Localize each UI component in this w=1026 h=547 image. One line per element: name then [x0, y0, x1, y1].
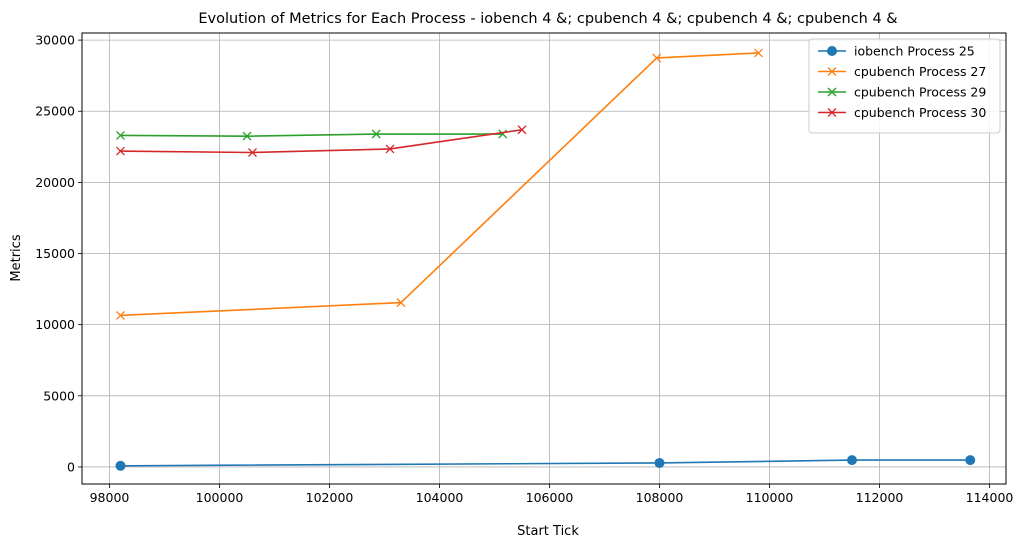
x-tick-label: 106000	[526, 490, 574, 505]
x-tick-label: 108000	[636, 490, 684, 505]
data-point	[847, 455, 857, 466]
data-point	[396, 298, 406, 308]
data-point	[371, 129, 381, 139]
y-tick-label: 10000	[35, 317, 75, 332]
y-axis-label: Metrics	[9, 234, 24, 281]
legend-box	[808, 38, 1001, 134]
data-point	[242, 131, 252, 141]
legend-label: cpubench Process 29	[854, 85, 986, 100]
x-axis-label: Start Tick	[517, 524, 579, 539]
x-tick-label: 104000	[416, 490, 464, 505]
series-line	[120, 52, 759, 317]
series-2	[116, 48, 763, 320]
y-tick-label: 30000	[35, 33, 75, 48]
legend-swatch-marker	[827, 108, 837, 117]
series-line	[120, 133, 503, 137]
legend-swatch-marker	[827, 46, 837, 56]
x-tick-label: 110000	[746, 490, 794, 505]
legend-label: iobench Process 25	[854, 44, 975, 59]
legend-swatch-marker	[827, 87, 837, 97]
legend-entry: cpubench Process 30	[818, 105, 986, 120]
series-3	[116, 129, 508, 141]
y-tick-label: 20000	[35, 175, 75, 190]
y-tick-label: 15000	[35, 246, 75, 261]
y-tick-label: 25000	[35, 104, 75, 119]
data-point	[498, 129, 508, 139]
x-tick-label: 112000	[856, 490, 904, 505]
series-4	[116, 125, 527, 157]
legend-entry: iobench Process 25	[818, 44, 975, 59]
data-point	[115, 460, 126, 471]
chart-title: Evolution of Metrics for Each Process - …	[198, 11, 897, 27]
plot-frame	[81, 32, 1007, 485]
series-layer	[115, 48, 976, 471]
legend: iobench Process 25 cpubench Process 27 cpu…	[808, 38, 1001, 134]
data-point	[652, 53, 662, 63]
data-point	[654, 457, 665, 468]
data-point	[116, 310, 125, 320]
x-tick-label: 114000	[966, 490, 1014, 505]
legend-entry: cpubench Process 27	[818, 64, 986, 79]
data-point	[517, 125, 527, 135]
x-tick-label: 102000	[306, 490, 354, 505]
y-tick-label: 5000	[43, 388, 75, 403]
legend-entry: cpubench Process 29	[818, 85, 986, 100]
legend-label: cpubench Process 30	[854, 105, 986, 120]
grid	[82, 33, 1006, 484]
series-line	[120, 459, 971, 467]
x-tick-label: 98000	[90, 490, 130, 505]
axis-ticks: 98000 100000 102000 104000 106000 108000 11000…	[35, 33, 1013, 505]
data-point	[965, 455, 976, 466]
data-point	[248, 148, 257, 157]
legend-swatch-marker	[827, 67, 837, 76]
data-point	[116, 146, 125, 156]
series-line	[120, 128, 523, 154]
y-tick-label: 0	[67, 459, 75, 474]
legend-label: cpubench Process 27	[854, 64, 986, 79]
data-point	[116, 130, 125, 140]
data-point	[754, 48, 763, 58]
x-tick-label: 100000	[196, 490, 244, 505]
series-1	[115, 455, 976, 471]
data-point	[385, 144, 395, 154]
